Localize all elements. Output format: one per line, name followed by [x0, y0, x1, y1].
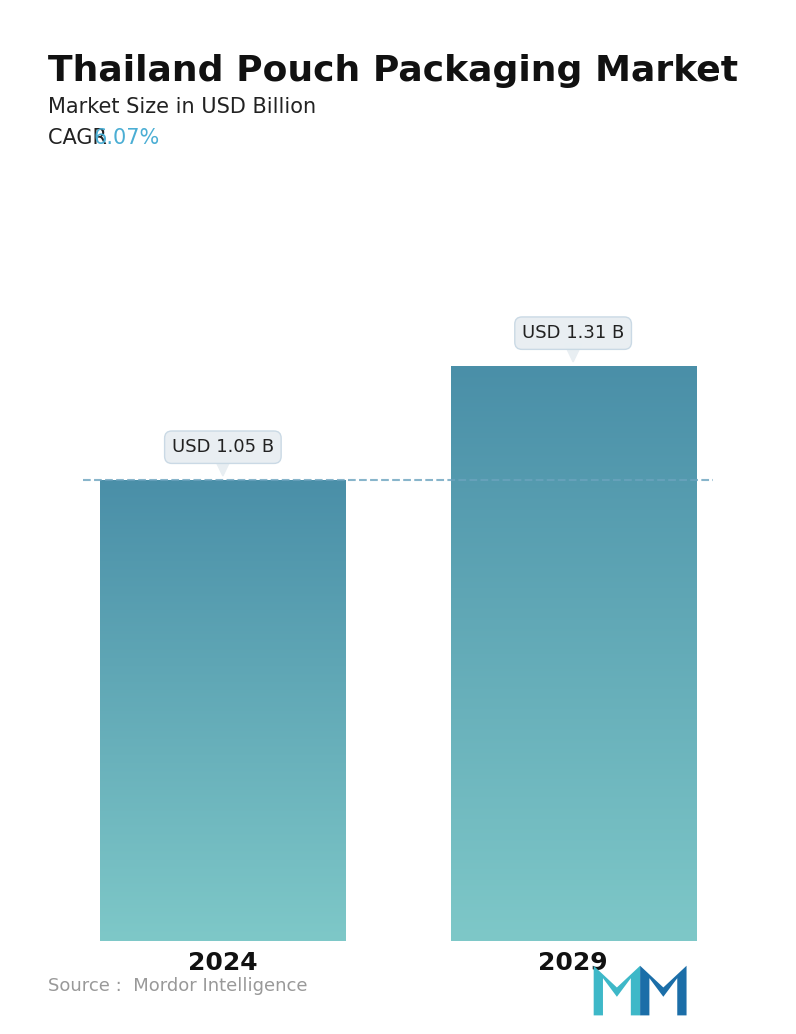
Text: 6.07%: 6.07% — [94, 128, 160, 148]
Polygon shape — [564, 344, 582, 362]
Polygon shape — [594, 966, 640, 1015]
Text: USD 1.05 B: USD 1.05 B — [172, 438, 274, 456]
Text: Thailand Pouch Packaging Market: Thailand Pouch Packaging Market — [48, 54, 738, 88]
Polygon shape — [214, 458, 232, 476]
Polygon shape — [640, 966, 686, 1015]
Text: USD 1.31 B: USD 1.31 B — [522, 325, 624, 342]
Text: Source :  Mordor Intelligence: Source : Mordor Intelligence — [48, 977, 307, 995]
Text: CAGR: CAGR — [48, 128, 113, 148]
Text: Market Size in USD Billion: Market Size in USD Billion — [48, 97, 316, 117]
